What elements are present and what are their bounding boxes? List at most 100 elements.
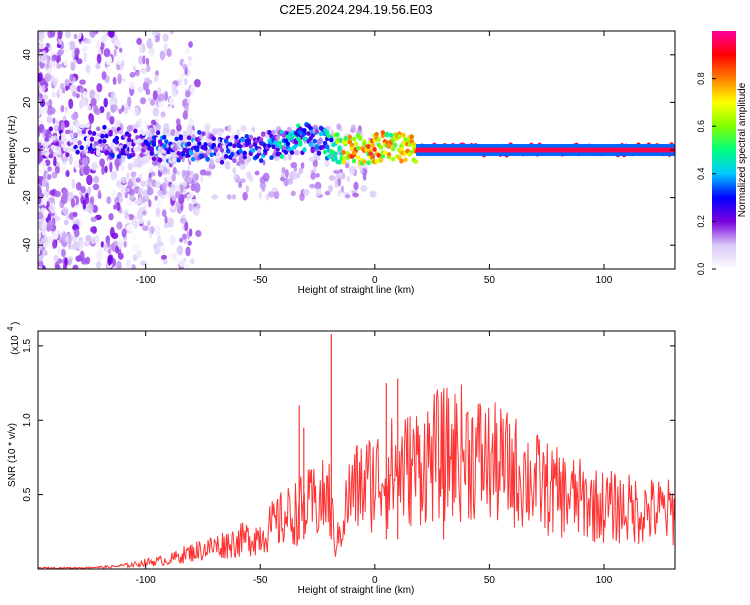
ridge-cell [275, 147, 280, 152]
noise-blob [115, 245, 119, 254]
ridge-cell [343, 140, 348, 145]
noise-blob [137, 86, 144, 93]
snr-multiplier-base: (x10 [10, 335, 21, 355]
ridge-cell [172, 157, 177, 163]
noise-blob [38, 31, 43, 37]
ridge-cell [122, 144, 128, 149]
ridge-cell [89, 137, 95, 143]
ridge-cell [306, 131, 311, 136]
noise-blob [61, 163, 67, 174]
noise-blob [126, 199, 133, 207]
noise-blob [145, 103, 151, 110]
noise-blob [146, 187, 154, 196]
noise-blob [262, 172, 270, 182]
ridge-cell [261, 132, 266, 137]
noise-blob [53, 216, 61, 222]
noise-blob [56, 55, 62, 63]
noise-blob [83, 51, 87, 63]
noise-blob [44, 260, 51, 267]
noise-blob [109, 115, 115, 125]
noise-blob [49, 107, 56, 115]
noise-blob [370, 190, 377, 198]
noise-blob [38, 42, 46, 50]
noise-blob [92, 204, 99, 213]
noise-blob [80, 40, 84, 51]
x-tick-label: -100 [136, 575, 156, 586]
noise-blob [71, 50, 75, 59]
ridge-cell [329, 137, 334, 143]
ridge-cell [341, 150, 346, 155]
noise-blob [88, 113, 95, 124]
noise-blob [92, 183, 100, 191]
noise-blob [116, 221, 123, 230]
ridge-cell [256, 148, 262, 154]
noise-blob [173, 33, 178, 43]
noise-blob [146, 79, 153, 85]
spectrogram-x-label: Height of straight line (km) [298, 285, 415, 296]
ridge-cell [376, 137, 381, 142]
x-tick-label: -50 [253, 275, 268, 286]
noise-blob [149, 225, 155, 234]
noise-blob [334, 179, 339, 189]
noise-blob [163, 176, 168, 184]
noise-blob [65, 110, 72, 119]
noise-blob [52, 77, 58, 87]
noise-blob [170, 252, 177, 260]
ridge-cell [228, 141, 233, 147]
colorbar-tick-label: 0.2 [696, 215, 706, 228]
noise-blob [95, 92, 100, 100]
noise-blob [150, 171, 156, 177]
noise-blob [187, 55, 192, 62]
ridge-cell [337, 159, 342, 165]
noise-blob [162, 247, 166, 254]
ridge-cell [147, 132, 153, 138]
noise-blob [108, 31, 115, 39]
noise-blob [74, 159, 78, 170]
noise-blob [117, 73, 122, 85]
ridge-cell [349, 142, 355, 148]
ridge-cell [48, 148, 54, 154]
ridge-cell [197, 129, 202, 135]
noise-blob [168, 95, 176, 106]
noise-blob [145, 57, 150, 66]
x-tick-label: 100 [596, 275, 613, 286]
ridge-cell [277, 140, 282, 146]
noise-blob [186, 193, 190, 202]
noise-blob [140, 187, 144, 194]
noise-blob [124, 187, 131, 193]
noise-blob [258, 191, 263, 200]
ridge-cell [145, 141, 150, 147]
noise-blob [176, 170, 181, 176]
noise-blob [231, 194, 237, 200]
ridge-cell [366, 160, 371, 166]
noise-blob [68, 98, 74, 110]
ridge-cell [157, 139, 163, 145]
ridge-cell [366, 144, 371, 150]
noise-blob [360, 185, 368, 192]
ridge-cell [397, 134, 402, 140]
x-tick-label: -100 [136, 275, 156, 286]
noise-blob [40, 50, 48, 62]
noise-blob [65, 169, 70, 178]
noise-blob [126, 224, 133, 232]
noise-blob [150, 98, 156, 106]
noise-blob [121, 163, 125, 173]
noise-blob [340, 141, 345, 150]
noise-blob [186, 98, 191, 104]
noise-blob [203, 123, 211, 131]
noise-blob [85, 235, 92, 242]
noise-blob [38, 229, 42, 240]
noise-blob [140, 180, 147, 187]
noise-blob [42, 31, 47, 36]
noise-blob [52, 117, 56, 125]
noise-blob [94, 108, 101, 115]
colorbar-tick-label: 0.4 [696, 168, 706, 181]
x-tick-label: 0 [372, 275, 378, 286]
ridge-cell [174, 131, 179, 136]
noise-blob [159, 50, 166, 61]
ridge-cell [203, 142, 208, 147]
noise-blob [42, 84, 46, 92]
noise-blob [38, 187, 43, 196]
noise-blob [105, 55, 113, 66]
y-tick-label: -40 [22, 238, 33, 253]
